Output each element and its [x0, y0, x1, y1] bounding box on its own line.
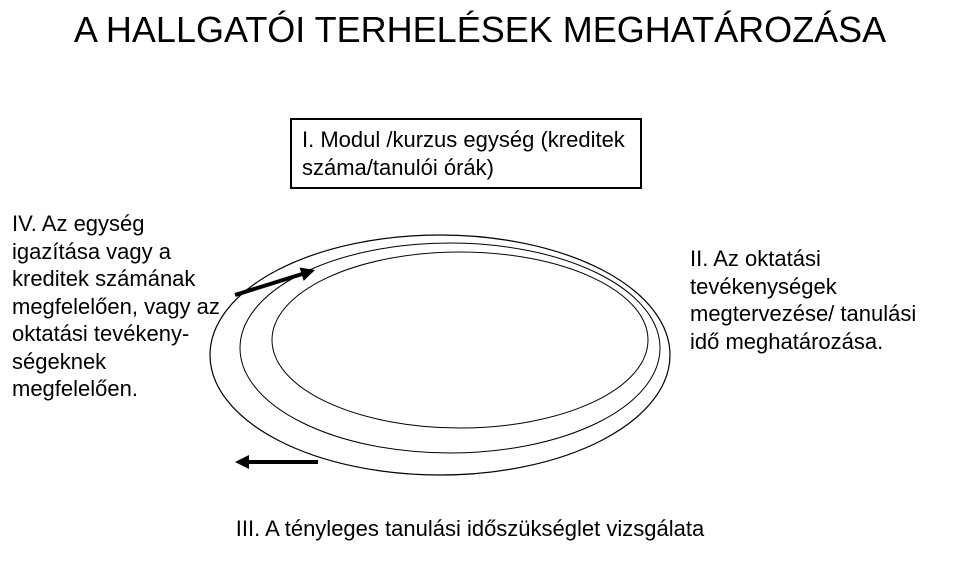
box-i-text: I. Modul /kurzus egység (kreditek száma/…	[302, 127, 625, 180]
label-iii: III. A tényleges tanulási időszükséglet …	[230, 515, 710, 543]
slide-title: A HALLGATÓI TERHELÉSEK MEGHATÁROZÁSA	[0, 8, 960, 51]
cycle-diagram	[200, 180, 680, 520]
label-ii: II. Az oktatási tevékenységek megtervezé…	[690, 245, 950, 355]
box-i: I. Modul /kurzus egység (kreditek száma/…	[290, 118, 642, 189]
label-iv: IV. Az egység igazítása vagy a kreditek …	[12, 210, 220, 403]
